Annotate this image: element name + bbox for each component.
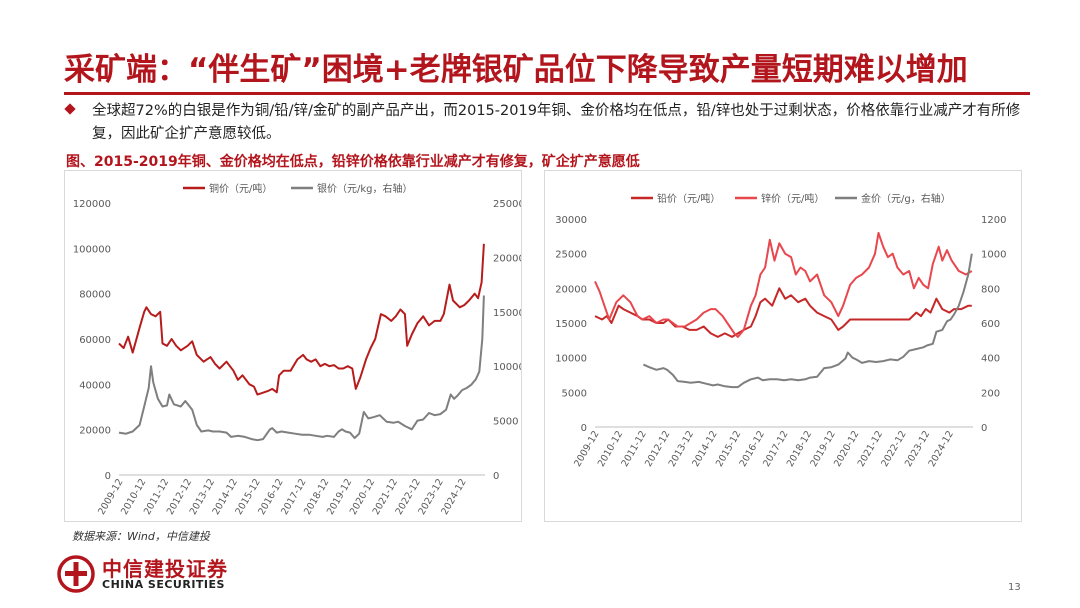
logo-text-en: CHINA SECURITIES — [102, 578, 225, 591]
company-logo: 中信建投证券 CHINA SECURITIES — [56, 550, 266, 600]
y-left-tick-label: 20000 — [79, 426, 111, 437]
data-source: 数据来源：Wind，中信建投 — [72, 530, 210, 543]
series-line-1 — [118, 295, 485, 442]
y-right-tick-label: 200 — [981, 388, 1000, 399]
y-left-tick-label: 0 — [581, 423, 587, 434]
y-right-tick-label: 1200 — [981, 215, 1006, 226]
legend-label: 锌价（元/吨） — [761, 192, 824, 205]
chart-panel-lead-zinc-gold: 0 5000 10000 15000 20000 25000 30000 0 200 400 600… — [544, 170, 1022, 522]
y-right-tick-label: 600 — [981, 319, 1000, 330]
series-line-2 — [642, 253, 973, 389]
bullet-text: 全球超72%的白银是作为铜/铅/锌/金矿的副产品产出，而2015-2019年铜、… — [92, 103, 1021, 142]
y-right-tick-label: 15000 — [493, 308, 521, 319]
chart-lead-zinc-gold: 0 5000 10000 15000 20000 25000 30000 0 200 400 600… — [555, 192, 1006, 469]
y-right-tick-label: 10000 — [493, 362, 521, 373]
logo-text-cn: 中信建投证券 — [102, 557, 228, 581]
y-right-tick-label: 0 — [981, 423, 987, 434]
y-left-tick-label: 40000 — [79, 380, 111, 391]
legend-label: 金价（元/g，右轴） — [861, 192, 951, 205]
title-underline — [64, 92, 1030, 95]
y-left-tick-label: 0 — [105, 471, 111, 482]
chart-copper-silver: 0 20000 40000 60000 80000 100000 120000 0 5000 10… — [73, 182, 525, 517]
y-left-tick-label: 80000 — [79, 290, 111, 301]
series-line-1 — [594, 231, 973, 338]
y-left-tick-label: 20000 — [555, 284, 587, 295]
y-right-tick-label: 800 — [981, 284, 1000, 295]
page-number: 13 — [1008, 582, 1021, 593]
series-line-0 — [118, 243, 485, 396]
y-left-tick-label: 25000 — [555, 250, 587, 261]
y-right-tick-label: 5000 — [493, 417, 518, 428]
y-left-tick-label: 10000 — [555, 354, 587, 365]
citic-logo-icon — [57, 555, 95, 593]
y-left-tick-label: 30000 — [555, 215, 587, 226]
y-left-tick-label: 15000 — [555, 319, 587, 330]
diamond-bullet-icon — [64, 103, 76, 115]
legend-label: 铜价（元/吨） — [209, 182, 272, 195]
y-right-tick-label: 0 — [493, 471, 499, 482]
y-right-tick-label: 1000 — [981, 250, 1006, 261]
legend-label: 银价（元/kg，右轴） — [317, 182, 413, 195]
legend-label: 铅价（元/吨） — [657, 192, 720, 205]
y-right-tick-label: 400 — [981, 354, 1000, 365]
y-left-tick-label: 100000 — [73, 244, 111, 255]
y-right-tick-label: 20000 — [493, 253, 521, 264]
y-left-tick-label: 120000 — [73, 199, 111, 210]
y-right-tick-label: 25000 — [493, 199, 521, 210]
series-line-0 — [594, 287, 972, 338]
y-left-tick-label: 60000 — [79, 335, 111, 346]
slide-title: 采矿端：“伴生矿”困境+老牌银矿品位下降导致产量短期难以增加 — [64, 52, 968, 88]
chart-panel-copper-silver: 0 20000 40000 60000 80000 100000 120000 0 5000 10… — [64, 170, 525, 522]
y-left-tick-label: 5000 — [562, 388, 587, 399]
figure-caption: 图、2015-2019年铜、金价格均在低点，铅锌价格依靠行业减产才有修复，矿企扩… — [66, 154, 640, 170]
